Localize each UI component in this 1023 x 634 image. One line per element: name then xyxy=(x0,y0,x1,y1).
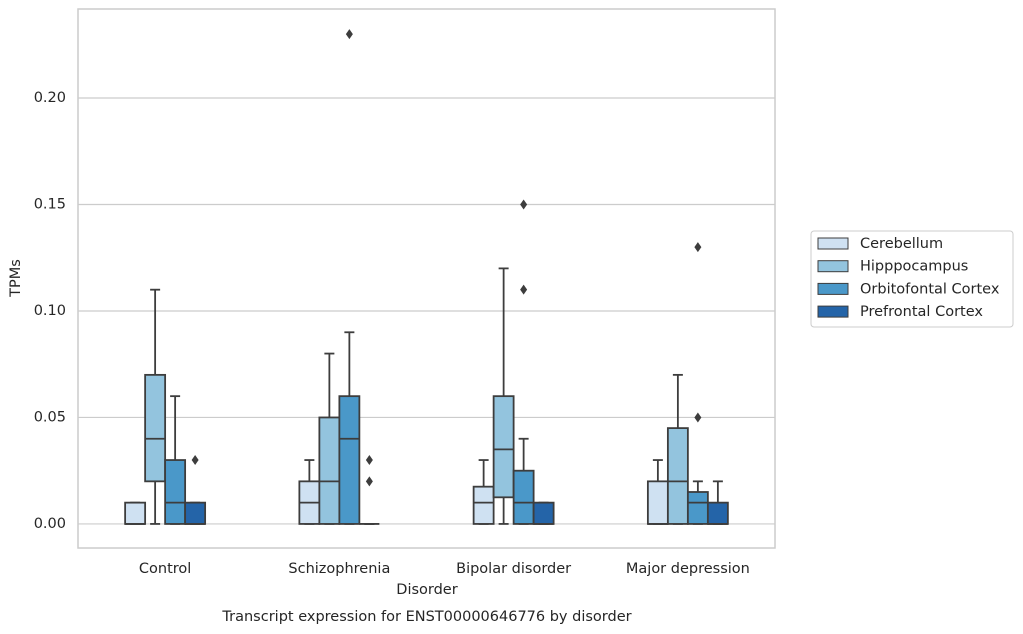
outlier xyxy=(345,29,353,40)
y-tick-label: 0.20 xyxy=(34,90,66,106)
box xyxy=(646,480,669,525)
x-axis-label: Disorder xyxy=(396,582,457,598)
x-tick-label: Control xyxy=(139,561,191,577)
box xyxy=(164,459,187,525)
box xyxy=(144,373,167,483)
outlier xyxy=(694,412,702,423)
outlier xyxy=(520,199,528,210)
box xyxy=(532,501,555,525)
box xyxy=(184,501,207,525)
legend-label: Cerebellum xyxy=(860,236,943,252)
box xyxy=(512,469,535,525)
legend-swatch xyxy=(817,305,849,318)
box xyxy=(492,395,515,499)
x-tick-label: Bipolar disorder xyxy=(456,561,571,577)
y-tick-label: 0.15 xyxy=(34,196,66,212)
legend-label: Hipppocampus xyxy=(860,259,968,275)
outlier xyxy=(365,455,373,466)
plot-frame xyxy=(77,8,776,549)
x-tick-label: Major depression xyxy=(626,561,750,577)
legend-label: Orbitofontal Cortex xyxy=(860,281,1000,297)
x-tick-label: Schizophrenia xyxy=(288,561,390,577)
box xyxy=(686,491,709,525)
box xyxy=(338,395,361,525)
legend-label: Prefrontal Cortex xyxy=(860,304,983,320)
legend-swatch xyxy=(817,260,849,273)
box xyxy=(666,427,689,525)
legend-frame xyxy=(810,230,1014,328)
box xyxy=(318,416,341,525)
outlier xyxy=(365,476,373,487)
outlier xyxy=(520,284,528,295)
chart-title: Transcript expression for ENST0000064677… xyxy=(221,609,631,625)
y-axis-label: TPMs xyxy=(8,259,24,298)
y-tick-label: 0.05 xyxy=(34,409,66,425)
box xyxy=(706,501,729,525)
y-tick-label: 0.00 xyxy=(34,516,66,532)
legend-swatch xyxy=(817,237,849,250)
outlier xyxy=(694,242,702,253)
legend-swatch xyxy=(817,282,849,295)
box xyxy=(472,485,495,525)
outlier xyxy=(191,455,199,466)
box xyxy=(124,501,147,525)
y-tick-label: 0.10 xyxy=(34,303,66,319)
